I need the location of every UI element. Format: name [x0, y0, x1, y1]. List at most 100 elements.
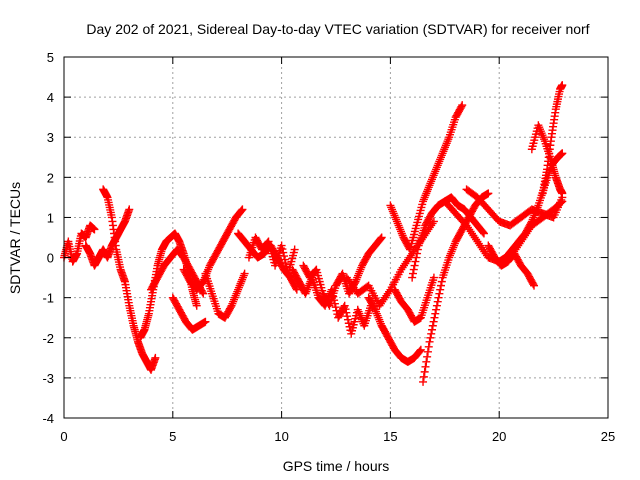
- y-tick-label: 3: [47, 130, 54, 145]
- data-point: [429, 273, 438, 282]
- data-point: [413, 249, 422, 258]
- data-point: [192, 301, 201, 310]
- data-point: [410, 261, 419, 270]
- data-point: [429, 317, 438, 326]
- series-prn-j: [244, 233, 299, 278]
- grid-lines: [64, 57, 608, 418]
- chart-title: Day 202 of 2021, Sidereal Day-to-day VTE…: [86, 21, 589, 37]
- data-point: [408, 269, 417, 278]
- data-point: [484, 189, 493, 198]
- data-point: [530, 281, 539, 290]
- data-point: [479, 228, 488, 237]
- data-point: [90, 225, 99, 234]
- data-point: [479, 229, 488, 238]
- data-point: [199, 289, 208, 298]
- series-prn-c: [81, 205, 134, 270]
- series-prn-g: [179, 205, 247, 294]
- data-point: [558, 149, 567, 158]
- data-point: [343, 315, 352, 324]
- data-point: [458, 101, 467, 110]
- y-axis-label: SDTVAR / TECUs: [7, 182, 23, 294]
- series-prn-o: [386, 101, 467, 254]
- axis-ticks: 0 5 10 15 20 25 -4 -3 -2 -1 0 1 2 3 4 5: [42, 50, 615, 444]
- data-point: [125, 205, 134, 214]
- data-point: [331, 303, 340, 312]
- data-point: [340, 301, 349, 310]
- data-point: [423, 352, 432, 361]
- data-point: [278, 245, 287, 254]
- data-point: [238, 205, 247, 214]
- data-point: [408, 273, 417, 282]
- data-point: [226, 303, 235, 312]
- data-point: [428, 321, 437, 330]
- data-point: [201, 317, 210, 326]
- series-prn-x: [538, 81, 567, 198]
- data-point: [419, 372, 428, 381]
- data-point: [341, 305, 350, 314]
- data-point: [280, 252, 289, 261]
- data-point: [527, 218, 536, 227]
- data-point: [370, 304, 379, 313]
- data-point: [280, 255, 289, 264]
- data-point: [436, 285, 445, 294]
- x-tick-label: 20: [492, 429, 506, 444]
- data-point: [198, 288, 207, 297]
- series-prn-a: [60, 221, 99, 266]
- data-point: [420, 367, 429, 376]
- y-tick-label: -3: [42, 371, 54, 386]
- data-point: [421, 362, 430, 371]
- series-prn-n: [364, 293, 425, 366]
- x-tick-label: 0: [60, 429, 67, 444]
- data-point: [279, 248, 288, 257]
- data-point: [428, 325, 437, 334]
- plot-frame: [63, 56, 609, 419]
- y-tick-label: 4: [47, 90, 54, 105]
- series-prn-m: [342, 217, 438, 310]
- series-prn-f: [168, 293, 210, 334]
- data-point: [416, 345, 425, 354]
- data-point: [432, 305, 441, 314]
- data-point: [240, 269, 249, 278]
- data-point: [405, 244, 414, 253]
- y-tick-label: -4: [42, 411, 54, 426]
- data-point: [457, 102, 466, 111]
- series-prn-l: [299, 233, 386, 310]
- data-point: [432, 301, 441, 310]
- data-point: [409, 265, 418, 274]
- data-point: [416, 346, 425, 355]
- data-point: [377, 233, 386, 242]
- data-point: [344, 319, 353, 328]
- data-point: [426, 333, 435, 342]
- y-tick-label: -1: [42, 291, 54, 306]
- data-point: [427, 329, 436, 338]
- x-tick-label: 5: [169, 429, 176, 444]
- data-point: [558, 81, 567, 90]
- data-point: [433, 297, 442, 306]
- data-point: [237, 206, 246, 215]
- x-tick-label: 15: [383, 429, 397, 444]
- series-prn-q: [408, 193, 488, 282]
- data-points: [60, 81, 567, 386]
- y-tick-label: 5: [47, 50, 54, 65]
- series-prn-p: [390, 273, 438, 326]
- y-tick-label: 0: [47, 251, 54, 266]
- data-point: [435, 289, 444, 298]
- data-point: [424, 342, 433, 351]
- data-point: [558, 189, 567, 198]
- data-point: [412, 253, 421, 262]
- data-point: [422, 357, 431, 366]
- x-tick-label: 10: [274, 429, 288, 444]
- data-point: [151, 353, 160, 362]
- data-point: [529, 280, 538, 289]
- data-point: [413, 245, 422, 254]
- data-point: [434, 293, 443, 302]
- data-point: [430, 313, 439, 322]
- data-point: [281, 259, 290, 268]
- x-axis-label: GPS time / hours: [283, 458, 390, 474]
- data-point: [425, 337, 434, 346]
- data-point: [342, 308, 351, 317]
- y-tick-label: -2: [42, 331, 54, 346]
- data-point: [437, 277, 446, 286]
- y-tick-label: 1: [47, 210, 54, 225]
